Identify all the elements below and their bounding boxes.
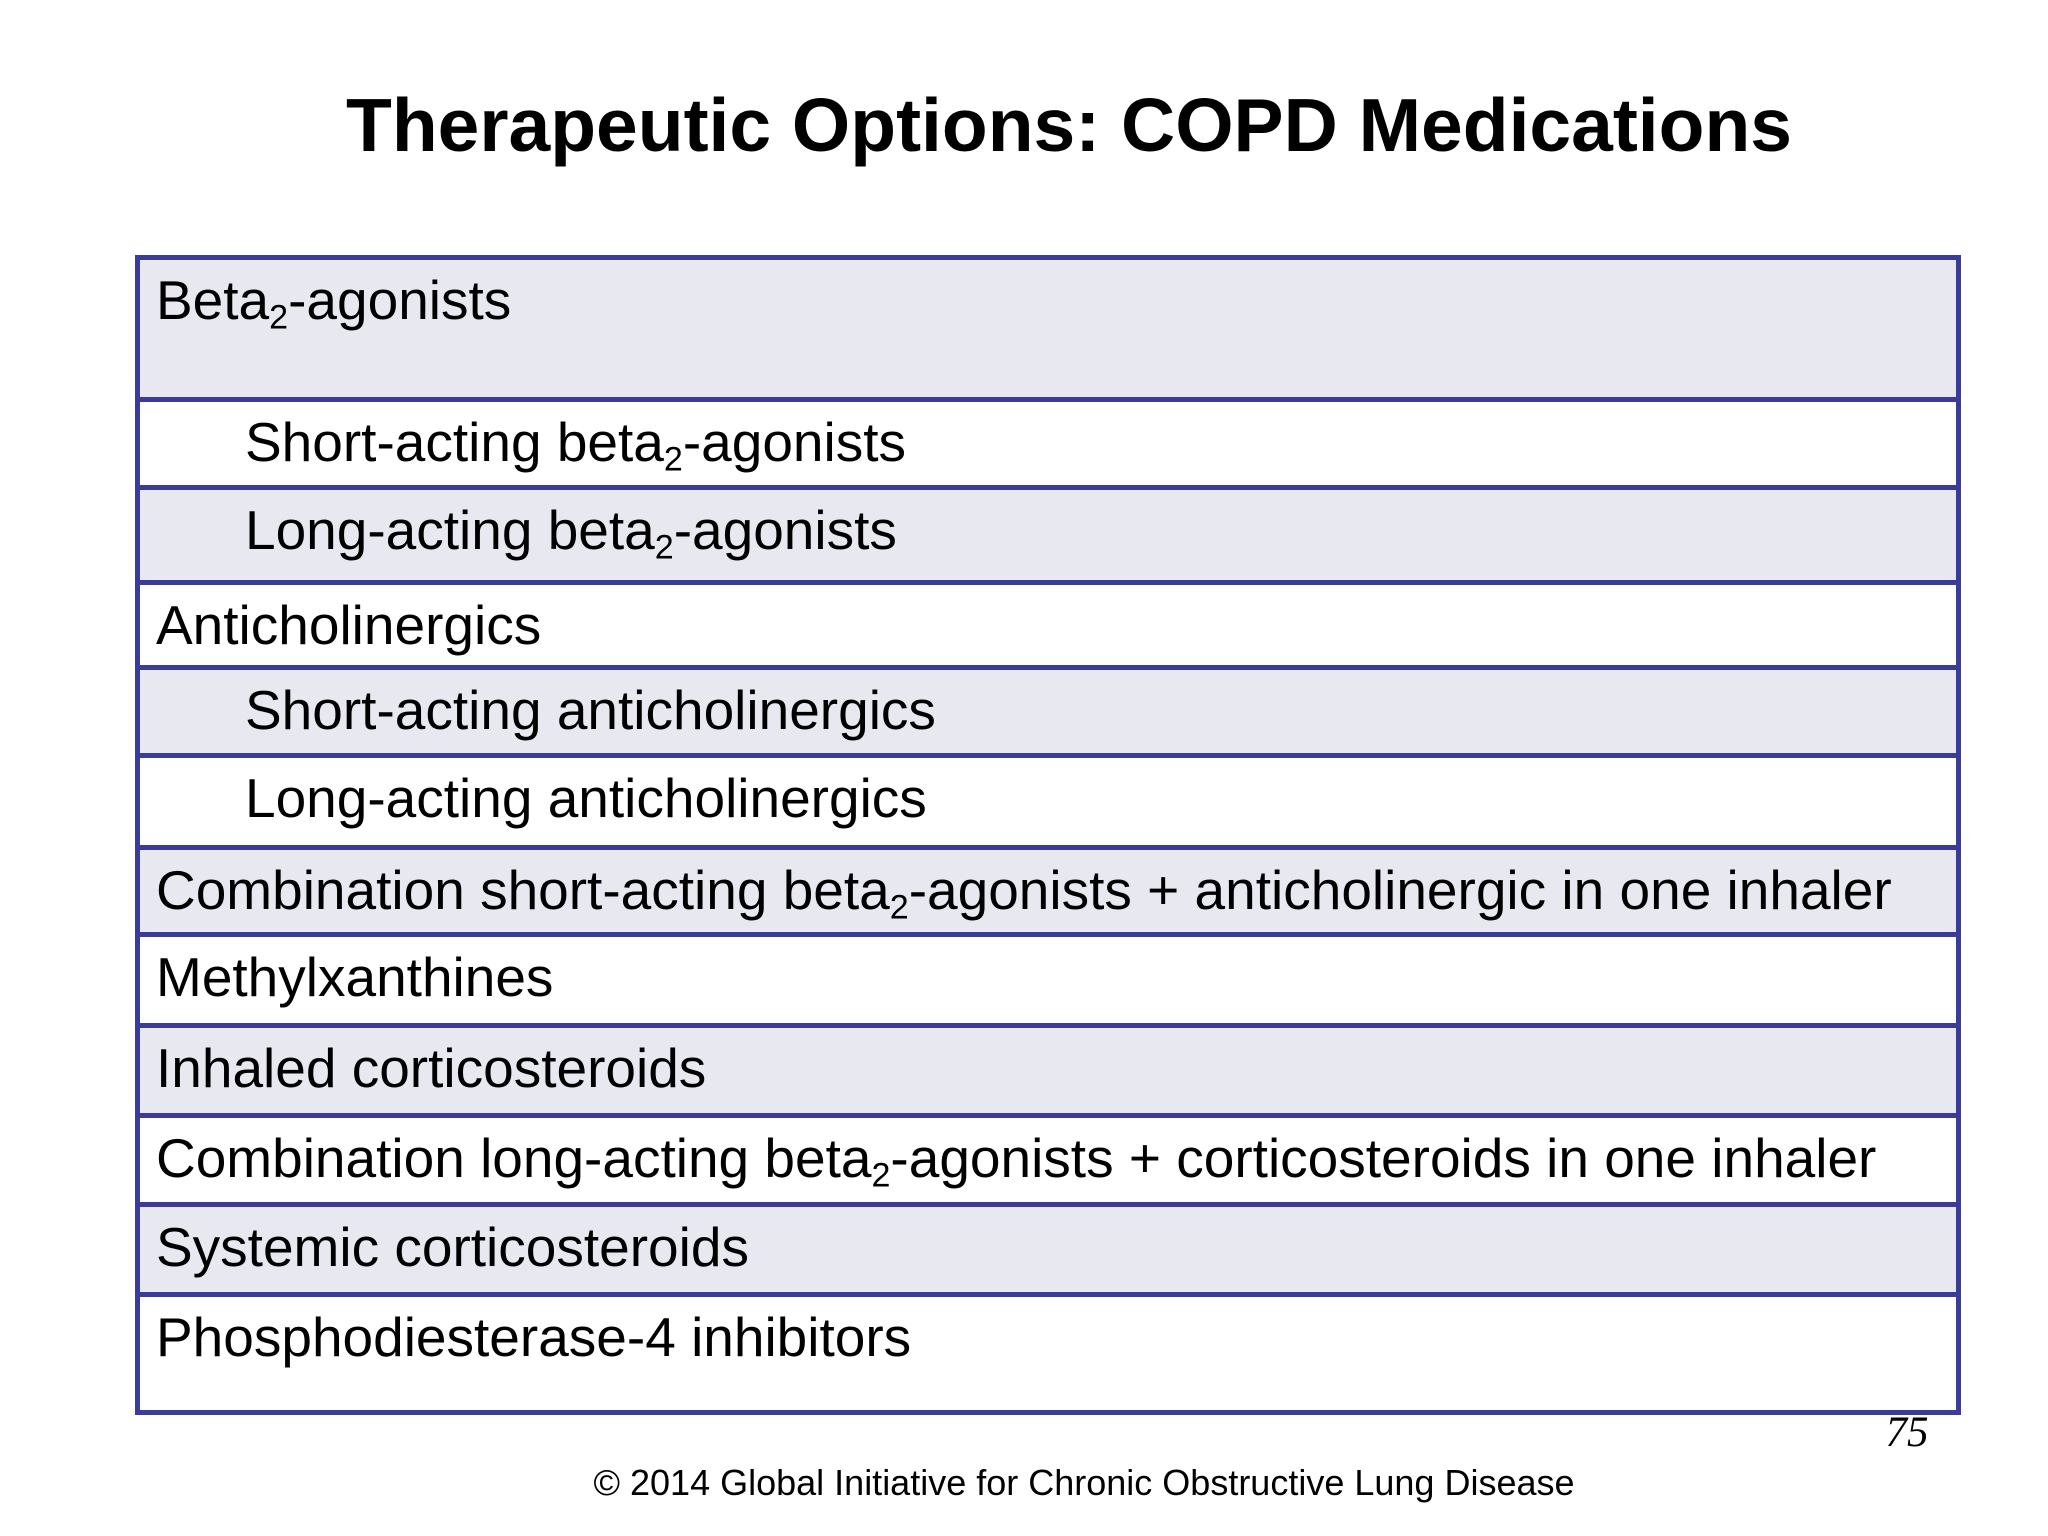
- table-row: Inhaled corticosteroids: [140, 1023, 1956, 1113]
- medications-table: Beta2-agonists Short-acting beta2-agonist…: [135, 255, 1961, 1415]
- medication-category-label: Systemic corticosteroids: [156, 1216, 749, 1278]
- table-row: Beta2-agonists: [140, 260, 1956, 397]
- copyright-text: © 2014 Global Initiative for Chronic Obs…: [593, 1462, 1575, 1503]
- medication-category-label: -agonists + corticosteroids in one inhal…: [890, 1127, 1877, 1189]
- table-row: Short-acting beta2-agonists: [140, 397, 1956, 485]
- medication-category-label: Short-acting anticholinergics: [245, 679, 936, 741]
- subscript-text: 2: [654, 528, 674, 567]
- subscript-text: 2: [269, 298, 289, 337]
- table-row: Short-acting anticholinergics: [140, 665, 1956, 753]
- subscript-text: 2: [889, 888, 909, 927]
- medication-category-label: Phosphodiesterase-4 inhibitors: [156, 1306, 912, 1368]
- medication-category-label: -agonists + anticholinergic in one inhal…: [908, 859, 1892, 921]
- subscript-text: 2: [663, 440, 683, 479]
- medication-category-label: -agonists: [673, 499, 897, 561]
- medication-category-label: Combination long-acting beta: [156, 1127, 872, 1189]
- slide-title: Therapeutic Options: COPD Medications: [346, 83, 1792, 167]
- medication-category-label: -agonists: [288, 269, 512, 331]
- medication-category-label: Beta: [156, 269, 270, 331]
- table-row: Anticholinergics: [140, 580, 1956, 665]
- medication-category-label: -agonists: [682, 411, 906, 473]
- table-row: Systemic corticosteroids: [140, 1202, 1956, 1292]
- table-row: Methylxanthines: [140, 932, 1956, 1023]
- medication-category-label: Anticholinergics: [156, 594, 542, 656]
- table-row: Combination long-acting beta2-agonists +…: [140, 1113, 1956, 1202]
- table-row: Long-acting anticholinergics: [140, 753, 1956, 845]
- medication-category-label: Long-acting beta: [245, 499, 655, 561]
- table-row: Phosphodiesterase-4 inhibitors: [140, 1292, 1956, 1410]
- subscript-text: 2: [871, 1156, 891, 1195]
- medication-category-label: Short-acting beta: [245, 411, 664, 473]
- table-row: Long-acting beta2-agonists: [140, 485, 1956, 580]
- medication-category-label: Inhaled corticosteroids: [156, 1037, 707, 1099]
- page-number: 75: [1885, 1409, 1929, 1456]
- medication-category-label: Combination short-acting beta: [156, 859, 890, 921]
- medication-category-label: Long-acting anticholinergics: [245, 767, 927, 829]
- medication-category-label: Methylxanthines: [156, 946, 554, 1008]
- table-row: Combination short-acting beta2-agonists …: [140, 845, 1956, 932]
